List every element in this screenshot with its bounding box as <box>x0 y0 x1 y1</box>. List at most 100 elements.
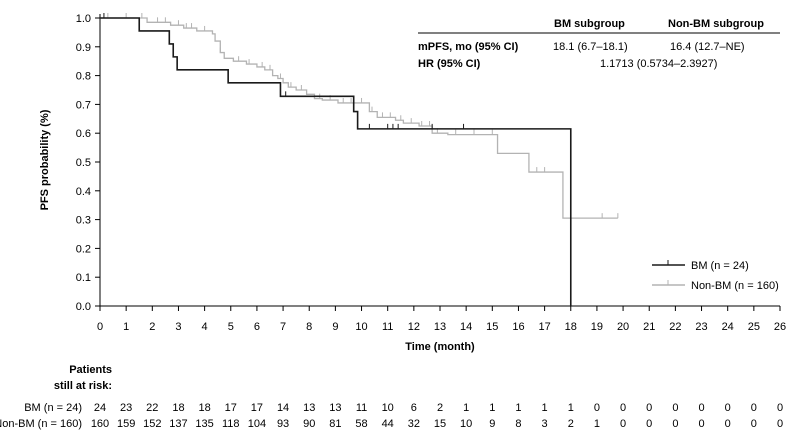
summary-row-hr-label: HR (95% CI) <box>418 58 481 70</box>
risk-value-bm: 0 <box>672 402 678 414</box>
risk-value-bm: 1 <box>489 402 495 414</box>
risk-value-nonbm: 0 <box>725 418 731 430</box>
risk-value-nonbm: 8 <box>515 418 521 430</box>
y-tick-label: 1.0 <box>76 13 91 25</box>
summary-row-mpfs-label: mPFS, mo (95% CI) <box>418 41 519 53</box>
risk-row-label-bm: BM (n = 24) <box>24 402 82 414</box>
risk-value-nonbm: 0 <box>646 418 652 430</box>
x-tick-label: 1 <box>123 321 129 333</box>
y-tick-label: 0.1 <box>76 272 91 284</box>
risk-value-nonbm: 1 <box>594 418 600 430</box>
legend: BM (n = 24) Non-BM (n = 160) <box>652 260 779 292</box>
series-layer <box>100 13 619 306</box>
risk-values: 2416023159221521813718135171181710414931… <box>91 402 783 430</box>
risk-value-nonbm: 58 <box>355 418 367 430</box>
risk-value-bm: 17 <box>225 402 237 414</box>
risk-value-nonbm: 81 <box>329 418 341 430</box>
risk-value-nonbm: 44 <box>382 418 394 430</box>
risk-value-bm: 17 <box>251 402 263 414</box>
summary-table: BM subgroup Non-BM subgroup mPFS, mo (95… <box>418 18 780 70</box>
legend-label-nonbm: Non-BM (n = 160) <box>691 280 779 292</box>
risk-value-nonbm: 104 <box>248 418 266 430</box>
x-tick-label: 8 <box>306 321 312 333</box>
risk-table-title-2: still at risk: <box>54 380 112 392</box>
risk-value-bm: 1 <box>568 402 574 414</box>
risk-value-bm: 14 <box>277 402 289 414</box>
risk-value-nonbm: 152 <box>143 418 161 430</box>
x-tick-label: 16 <box>512 321 524 333</box>
x-tick-label: 4 <box>202 321 208 333</box>
y-tick-label: 0.5 <box>76 157 91 169</box>
risk-value-bm: 1 <box>515 402 521 414</box>
km-curve-nonbm <box>100 17 618 219</box>
risk-value-nonbm: 9 <box>489 418 495 430</box>
x-tick-label: 19 <box>591 321 603 333</box>
x-tick-label: 25 <box>748 321 760 333</box>
risk-value-nonbm: 32 <box>408 418 420 430</box>
x-tick-label: 22 <box>669 321 681 333</box>
x-tick-label: 11 <box>382 321 393 333</box>
y-tick-label: 0.8 <box>76 71 91 83</box>
x-tick-label: 6 <box>254 321 260 333</box>
x-tick-label: 18 <box>565 321 577 333</box>
risk-value-bm: 11 <box>356 402 367 414</box>
x-tick-label: 23 <box>695 321 707 333</box>
risk-value-nonbm: 3 <box>542 418 548 430</box>
risk-value-nonbm: 160 <box>91 418 109 430</box>
risk-value-bm: 13 <box>303 402 315 414</box>
summary-col-nonbm-header: Non-BM subgroup <box>668 18 764 30</box>
risk-value-nonbm: 0 <box>672 418 678 430</box>
risk-value-bm: 0 <box>698 402 704 414</box>
risk-value-nonbm: 135 <box>195 418 213 430</box>
summary-row-hr-value: 1.1713 (0.5734–2.3927) <box>600 58 717 70</box>
y-tick-label: 0.6 <box>76 128 91 140</box>
risk-value-bm: 13 <box>329 402 341 414</box>
risk-value-bm: 23 <box>120 402 132 414</box>
risk-value-bm: 18 <box>198 402 210 414</box>
summary-col-bm-header: BM subgroup <box>554 18 625 30</box>
x-tick-label: 9 <box>332 321 338 333</box>
risk-value-nonbm: 10 <box>460 418 472 430</box>
y-tick-label: 0.4 <box>76 186 91 198</box>
legend-label-bm: BM (n = 24) <box>691 260 749 272</box>
risk-value-bm: 1 <box>463 402 469 414</box>
x-tick-label: 21 <box>643 321 655 333</box>
risk-value-nonbm: 0 <box>751 418 757 430</box>
x-tick-label: 10 <box>355 321 367 333</box>
x-tick-label: 7 <box>280 321 286 333</box>
risk-value-nonbm: 15 <box>434 418 446 430</box>
risk-value-nonbm: 0 <box>620 418 626 430</box>
x-tick-label: 12 <box>408 321 420 333</box>
risk-value-bm: 0 <box>620 402 626 414</box>
x-tick-label: 14 <box>460 321 472 333</box>
risk-value-bm: 0 <box>751 402 757 414</box>
x-axis-ticks: 0 1 2 3 4 5 6 7 8 9 10 11 12 13 14 15 16 17 18 19 20 21 22 23 24… <box>97 306 786 333</box>
risk-value-bm: 6 <box>411 402 417 414</box>
risk-value-bm: 2 <box>437 402 443 414</box>
risk-value-nonbm: 137 <box>169 418 187 430</box>
risk-value-bm: 0 <box>594 402 600 414</box>
risk-value-bm: 0 <box>725 402 731 414</box>
x-tick-label: 20 <box>617 321 629 333</box>
risk-value-bm: 18 <box>172 402 184 414</box>
risk-value-bm: 0 <box>777 402 783 414</box>
risk-table-title-1: Patients <box>69 364 112 376</box>
summary-row-mpfs-nonbm: 16.4 (12.7–NE) <box>670 41 745 53</box>
km-curve-bm <box>100 17 572 306</box>
x-tick-label: 15 <box>486 321 498 333</box>
risk-value-nonbm: 118 <box>222 418 240 430</box>
x-tick-label: 2 <box>149 321 155 333</box>
y-tick-label: 0.9 <box>76 42 91 54</box>
risk-value-nonbm: 0 <box>777 418 783 430</box>
x-tick-label: 3 <box>175 321 181 333</box>
y-axis-label: PFS probability (%) <box>39 109 51 210</box>
risk-value-nonbm: 90 <box>303 418 315 430</box>
x-tick-label: 5 <box>228 321 234 333</box>
x-tick-label: 0 <box>97 321 103 333</box>
x-tick-label: 24 <box>722 321 734 333</box>
summary-row-mpfs-bm: 18.1 (6.7–18.1) <box>553 41 628 53</box>
y-tick-label: 0.3 <box>76 215 91 227</box>
x-tick-label: 26 <box>774 321 786 333</box>
risk-table: Patients still at risk: BM (n = 24) Non-… <box>0 364 783 430</box>
